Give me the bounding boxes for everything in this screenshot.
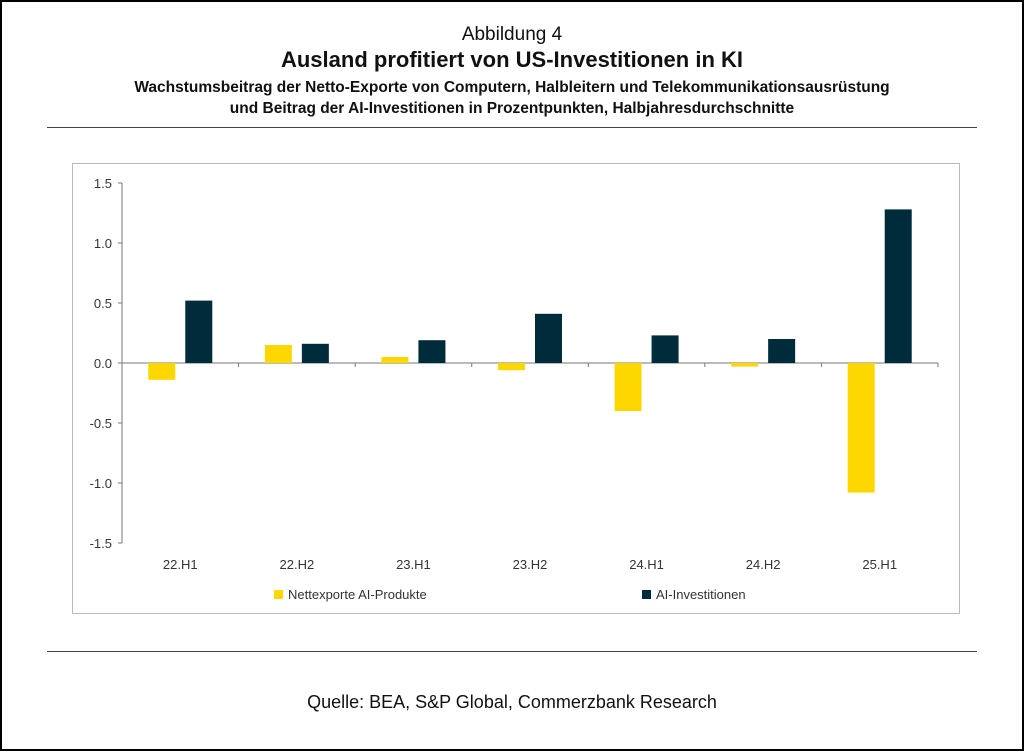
bar-ai-investitionen <box>418 340 446 363</box>
bar-nettexporte <box>498 363 525 371</box>
chart-title: Ausland profitiert von US-Investitionen … <box>280 47 744 72</box>
x-tick-label: 23.H2 <box>513 557 548 572</box>
y-tick-label: -1.0 <box>90 476 112 491</box>
bar-ai-investitionen <box>185 300 213 363</box>
bar-nettexporte <box>731 363 759 367</box>
bar-nettexporte <box>148 363 176 380</box>
bar-nettexporte <box>381 357 409 363</box>
bar-ai-investitionen <box>651 335 679 363</box>
y-tick-label: -0.5 <box>90 416 112 431</box>
bottom-divider <box>47 651 977 652</box>
x-tick-label: 24.H1 <box>629 557 664 572</box>
y-tick-label: 0.0 <box>94 356 112 371</box>
x-tick-label: 24.H2 <box>746 557 781 572</box>
figure-label: Abbildung 4 <box>461 24 563 45</box>
top-divider <box>47 127 977 128</box>
chart-subtitle-line2: und Beitrag der AI-Investitionen in Proz… <box>229 100 795 117</box>
chart-subtitle-line1: Wachstumsbeitrag der Netto-Exporte von C… <box>134 79 890 96</box>
bar-ai-investitionen <box>768 339 796 363</box>
chart-box <box>72 163 960 614</box>
x-tick-label: 23.H1 <box>396 557 431 572</box>
x-tick-label: 22.H2 <box>280 557 315 572</box>
x-tick-label: 25.H1 <box>862 557 897 572</box>
bar-ai-investitionen <box>301 343 329 363</box>
y-tick-label: 0.5 <box>94 296 112 311</box>
legend-label: AI-Investitionen <box>656 587 746 602</box>
legend-swatch <box>274 590 283 599</box>
legend-swatch <box>642 590 651 599</box>
y-tick-label: 1.0 <box>94 236 112 251</box>
y-tick-label: 1.5 <box>94 176 112 191</box>
bar-ai-investitionen <box>535 313 562 363</box>
bar-nettexporte <box>614 363 642 411</box>
x-tick-label: 22.H1 <box>163 557 198 572</box>
bar-nettexporte <box>847 363 875 493</box>
bar-nettexporte <box>264 345 292 363</box>
legend-label: Nettexporte AI-Produkte <box>288 587 427 602</box>
y-tick-label: -1.5 <box>90 536 112 551</box>
bar-ai-investitionen <box>884 209 912 363</box>
source-note: Quelle: BEA, S&P Global, Commerzbank Res… <box>307 692 717 712</box>
